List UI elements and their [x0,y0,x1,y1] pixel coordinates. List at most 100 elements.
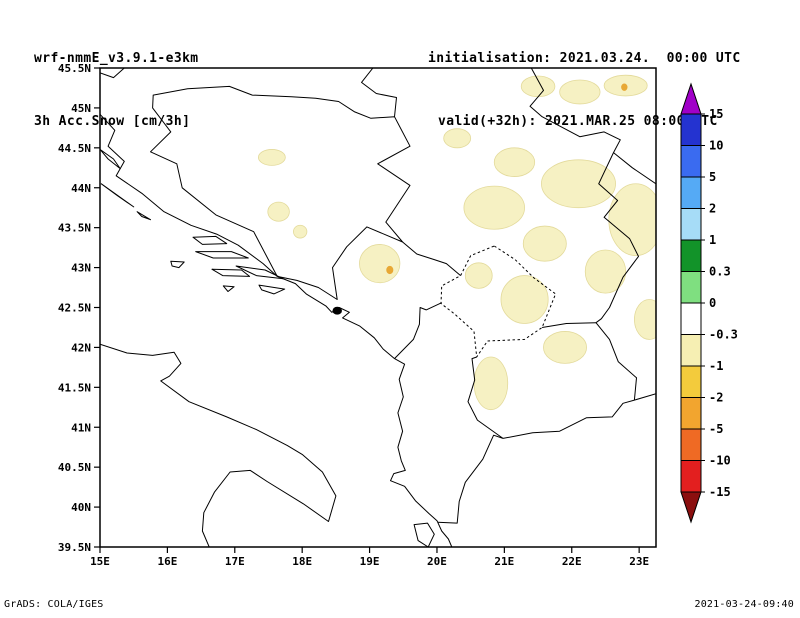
colorbar-arrow-top [680,82,702,115]
snow-shaded-area [463,185,525,230]
colorbar-segment [680,397,702,430]
lon-tick-label: 21E [494,555,514,568]
border-slovenia-croatia [100,68,125,79]
lon-tick-label: 16E [157,555,177,568]
lat-tick-label: 40.5N [58,461,91,474]
lon-tick-label: 17E [225,555,245,568]
lat-tick-label: 42N [71,341,91,354]
colorbar-label: -15 [709,485,731,499]
colorbar-segment [680,271,702,304]
lon-tick-label: 19E [360,555,380,568]
colorbar-segment [680,365,702,398]
snow-shaded-area [359,244,401,284]
colorbar-segment [680,113,702,146]
snow-shaded-area [543,331,587,364]
colorbar-label: -0.3 [709,328,738,342]
lat-tick-label: 44N [71,182,91,195]
border-albania-greece [437,434,504,524]
border-greece-bulgaria [634,393,656,401]
border-romania-bulgaria-danube [613,152,656,185]
colorbar-label: 2 [709,202,716,216]
title-block: wrf-nmmE_v3.9.1-e3km 3h Acc.Snow [cm/3h] [34,6,199,174]
snow-shaded-area [493,147,536,177]
snow-shaded-area [608,183,656,256]
snow-shaded-area [464,262,493,289]
snow-shaded-area [267,201,290,222]
colorbar-segment [680,428,702,461]
snow-shaded-area [522,225,567,262]
border-macedonia-albania [467,356,504,439]
colorbar-label: -5 [709,422,723,436]
plot-frame [99,67,657,548]
island-pag [100,148,121,170]
colorbar-segment [680,208,702,241]
italy-coastline [100,343,337,547]
lat-tick-label: 43.5N [58,222,91,235]
border-macedonia-greece [502,399,635,439]
lat-tick-label: 42.5N [58,302,91,315]
colorbar-label: 0.3 [709,265,731,279]
colorbar-segment [680,145,702,178]
snow-shaded-area [584,249,627,294]
border-croatia-serbia [361,68,397,117]
snow-shaded-area [443,128,472,149]
island-kornati [136,211,151,221]
border-serbia-macedonia [542,322,597,328]
border-montenegro-serbia [402,241,461,276]
lon-tick-label: 15E [90,555,110,568]
colorbar-segment [680,239,702,272]
lon-tick-label: 18E [292,555,312,568]
colorbar-label: 15 [709,107,723,121]
lat-tick-label: 40N [71,501,91,514]
valid-time: valid(+32h): 2021.MAR.25 08:00 UTC [438,114,718,129]
colorbar-segment [680,302,702,335]
island-mljet [258,284,286,295]
border-serbia-romania-bulgaria [529,68,639,324]
lat-tick-label: 45.5N [58,62,91,75]
lon-tick-label: 22E [562,555,582,568]
colorbar-label: 1 [709,233,716,247]
lat-tick-label: 41.5N [58,381,91,394]
snow-shaded-area [634,299,656,340]
lon-tick-label: 20E [427,555,447,568]
lat-tick-label: 41N [71,421,91,434]
snow-shaded-area [293,224,308,239]
island-hvar [195,251,249,259]
island-brac [192,235,228,245]
snow-shaded-area [520,75,556,98]
colorbar-segment [680,334,702,367]
snow-maximum-dot [621,83,628,91]
map-layer [100,68,656,547]
border-bosnia [150,85,411,300]
lat-tick-label: 45N [71,102,91,115]
island-corfu [413,522,435,547]
border-montenegro-albania [394,302,442,359]
model-title: wrf-nmmE_v3.9.1-e3km [34,51,199,66]
kotor-bay-coast [332,306,342,315]
initialisation-time: initialisation: 2021.03.24. 00:00 UTC [428,51,741,66]
lon-tick-label: 23E [629,555,649,568]
border-kosovo [440,245,557,358]
island-lastovo [222,285,235,292]
colorbar: 15 10 5 2 1 0.3 0 -0.3 -1 -2 -5 -10 -15 [680,82,738,524]
snow-shaded-area [500,275,549,324]
colorbar-label: -10 [709,454,731,468]
border-bulgaria-macedonia [595,322,637,401]
snow-maximum-dot [386,265,394,275]
lat-tick-label: 39.5N [58,541,91,554]
colorbar-label: -1 [709,359,723,373]
time-block: initialisation: 2021.03.24. 00:00 UTC va… [428,6,741,174]
colorbar-label: 5 [709,170,716,184]
colorbar-arrow-bottom [680,491,702,524]
peljesac-peninsula [235,265,284,280]
product-title: 3h Acc.Snow [cm/3h] [34,114,191,129]
colorbar-label: 0 [709,296,716,310]
snow-shaded-area [257,149,286,166]
grads-credit: GrADS: COLA/IGES [4,599,104,610]
island-korcula [211,268,251,277]
adriatic-east-coastline [100,113,453,547]
colorbar-segment [680,176,702,209]
lat-tick-label: 43N [71,262,91,275]
